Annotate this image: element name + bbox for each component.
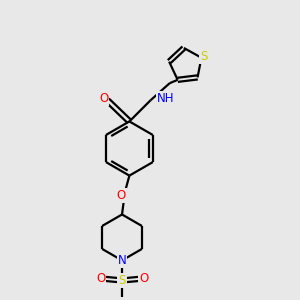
Text: S: S [118,274,126,287]
Text: S: S [200,50,207,63]
Text: NH: NH [157,92,175,105]
Text: O: O [99,92,108,105]
Text: O: O [96,272,105,286]
Text: O: O [117,189,126,202]
Text: O: O [139,272,148,286]
Text: N: N [118,254,126,267]
